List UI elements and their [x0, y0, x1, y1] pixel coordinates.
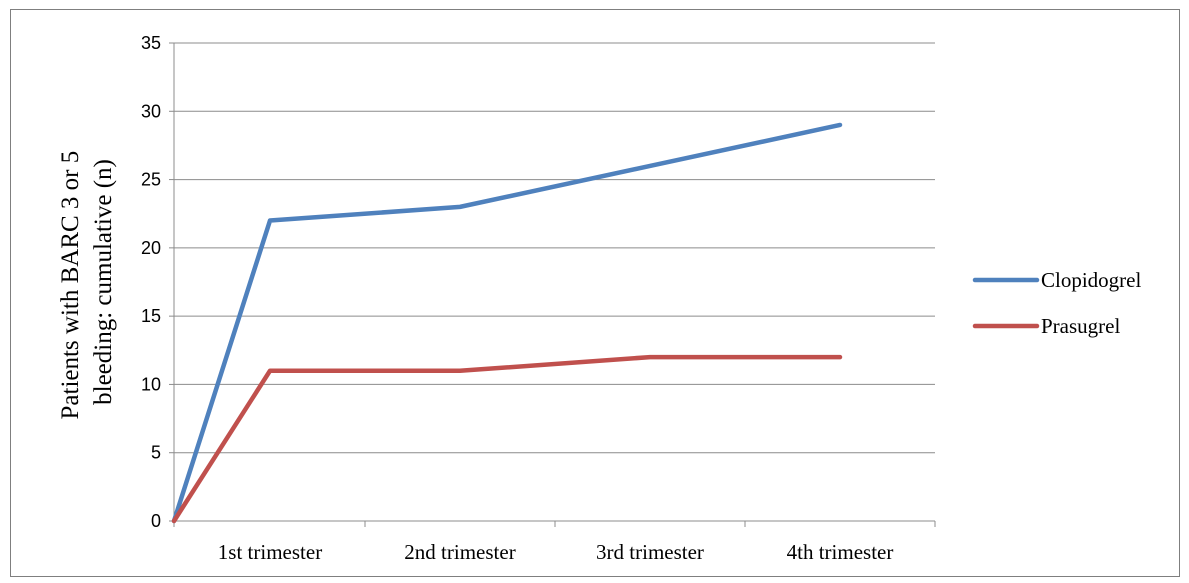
y-axis-label-line-2: bleeding: cumulative (n): [90, 159, 117, 405]
data-point-prasugrel: [648, 355, 652, 359]
data-point-prasugrel: [458, 369, 462, 373]
data-point-clopidogrel: [838, 123, 842, 127]
legend-label-clopidogrel: Clopidogrel: [1041, 268, 1141, 292]
data-point-clopidogrel: [268, 219, 272, 223]
y-axis-label-line-1: Patients with BARC 3 or 5: [57, 151, 84, 420]
y-tick-label: 5: [151, 443, 161, 463]
y-tick-label: 25: [141, 170, 161, 190]
series-line-prasugrel: [171, 354, 843, 524]
legend-label-prasugrel: Prasugrel: [1041, 314, 1120, 338]
y-tick-label: 0: [151, 511, 161, 531]
y-tick-label: 10: [141, 374, 161, 394]
data-point-clopidogrel: [648, 164, 652, 168]
y-axis-ticks: 0 5 10 15 20 25 30 35: [141, 33, 174, 531]
legend: Clopidogrel Prasugrel: [972, 268, 1141, 338]
y-tick-label: 15: [141, 306, 161, 326]
series-line-clopidogrel: [171, 122, 843, 524]
x-tick-label: 1st trimester: [218, 540, 322, 564]
series-lines: [171, 122, 843, 524]
data-point-prasugrel: [172, 519, 176, 523]
y-axis-label: Patients with BARC 3 or 5 bleeding: cumu…: [57, 144, 117, 419]
chart-frame: [10, 9, 1180, 577]
data-point-prasugrel: [838, 355, 842, 359]
x-tick-label: 2nd trimester: [404, 540, 515, 564]
data-point-clopidogrel: [458, 205, 462, 209]
y-tick-label: 20: [141, 238, 161, 258]
x-tick-label: 3rd trimester: [596, 540, 704, 564]
x-tick-label: 4th trimester: [787, 540, 894, 564]
y-tick-label: 35: [141, 33, 161, 53]
data-point-prasugrel: [268, 369, 272, 373]
x-axis-ticks: 1st trimester 2nd trimester 3rd trimester 4…: [173, 521, 936, 564]
gridlines: [173, 42, 935, 522]
y-tick-label: 30: [141, 101, 161, 121]
